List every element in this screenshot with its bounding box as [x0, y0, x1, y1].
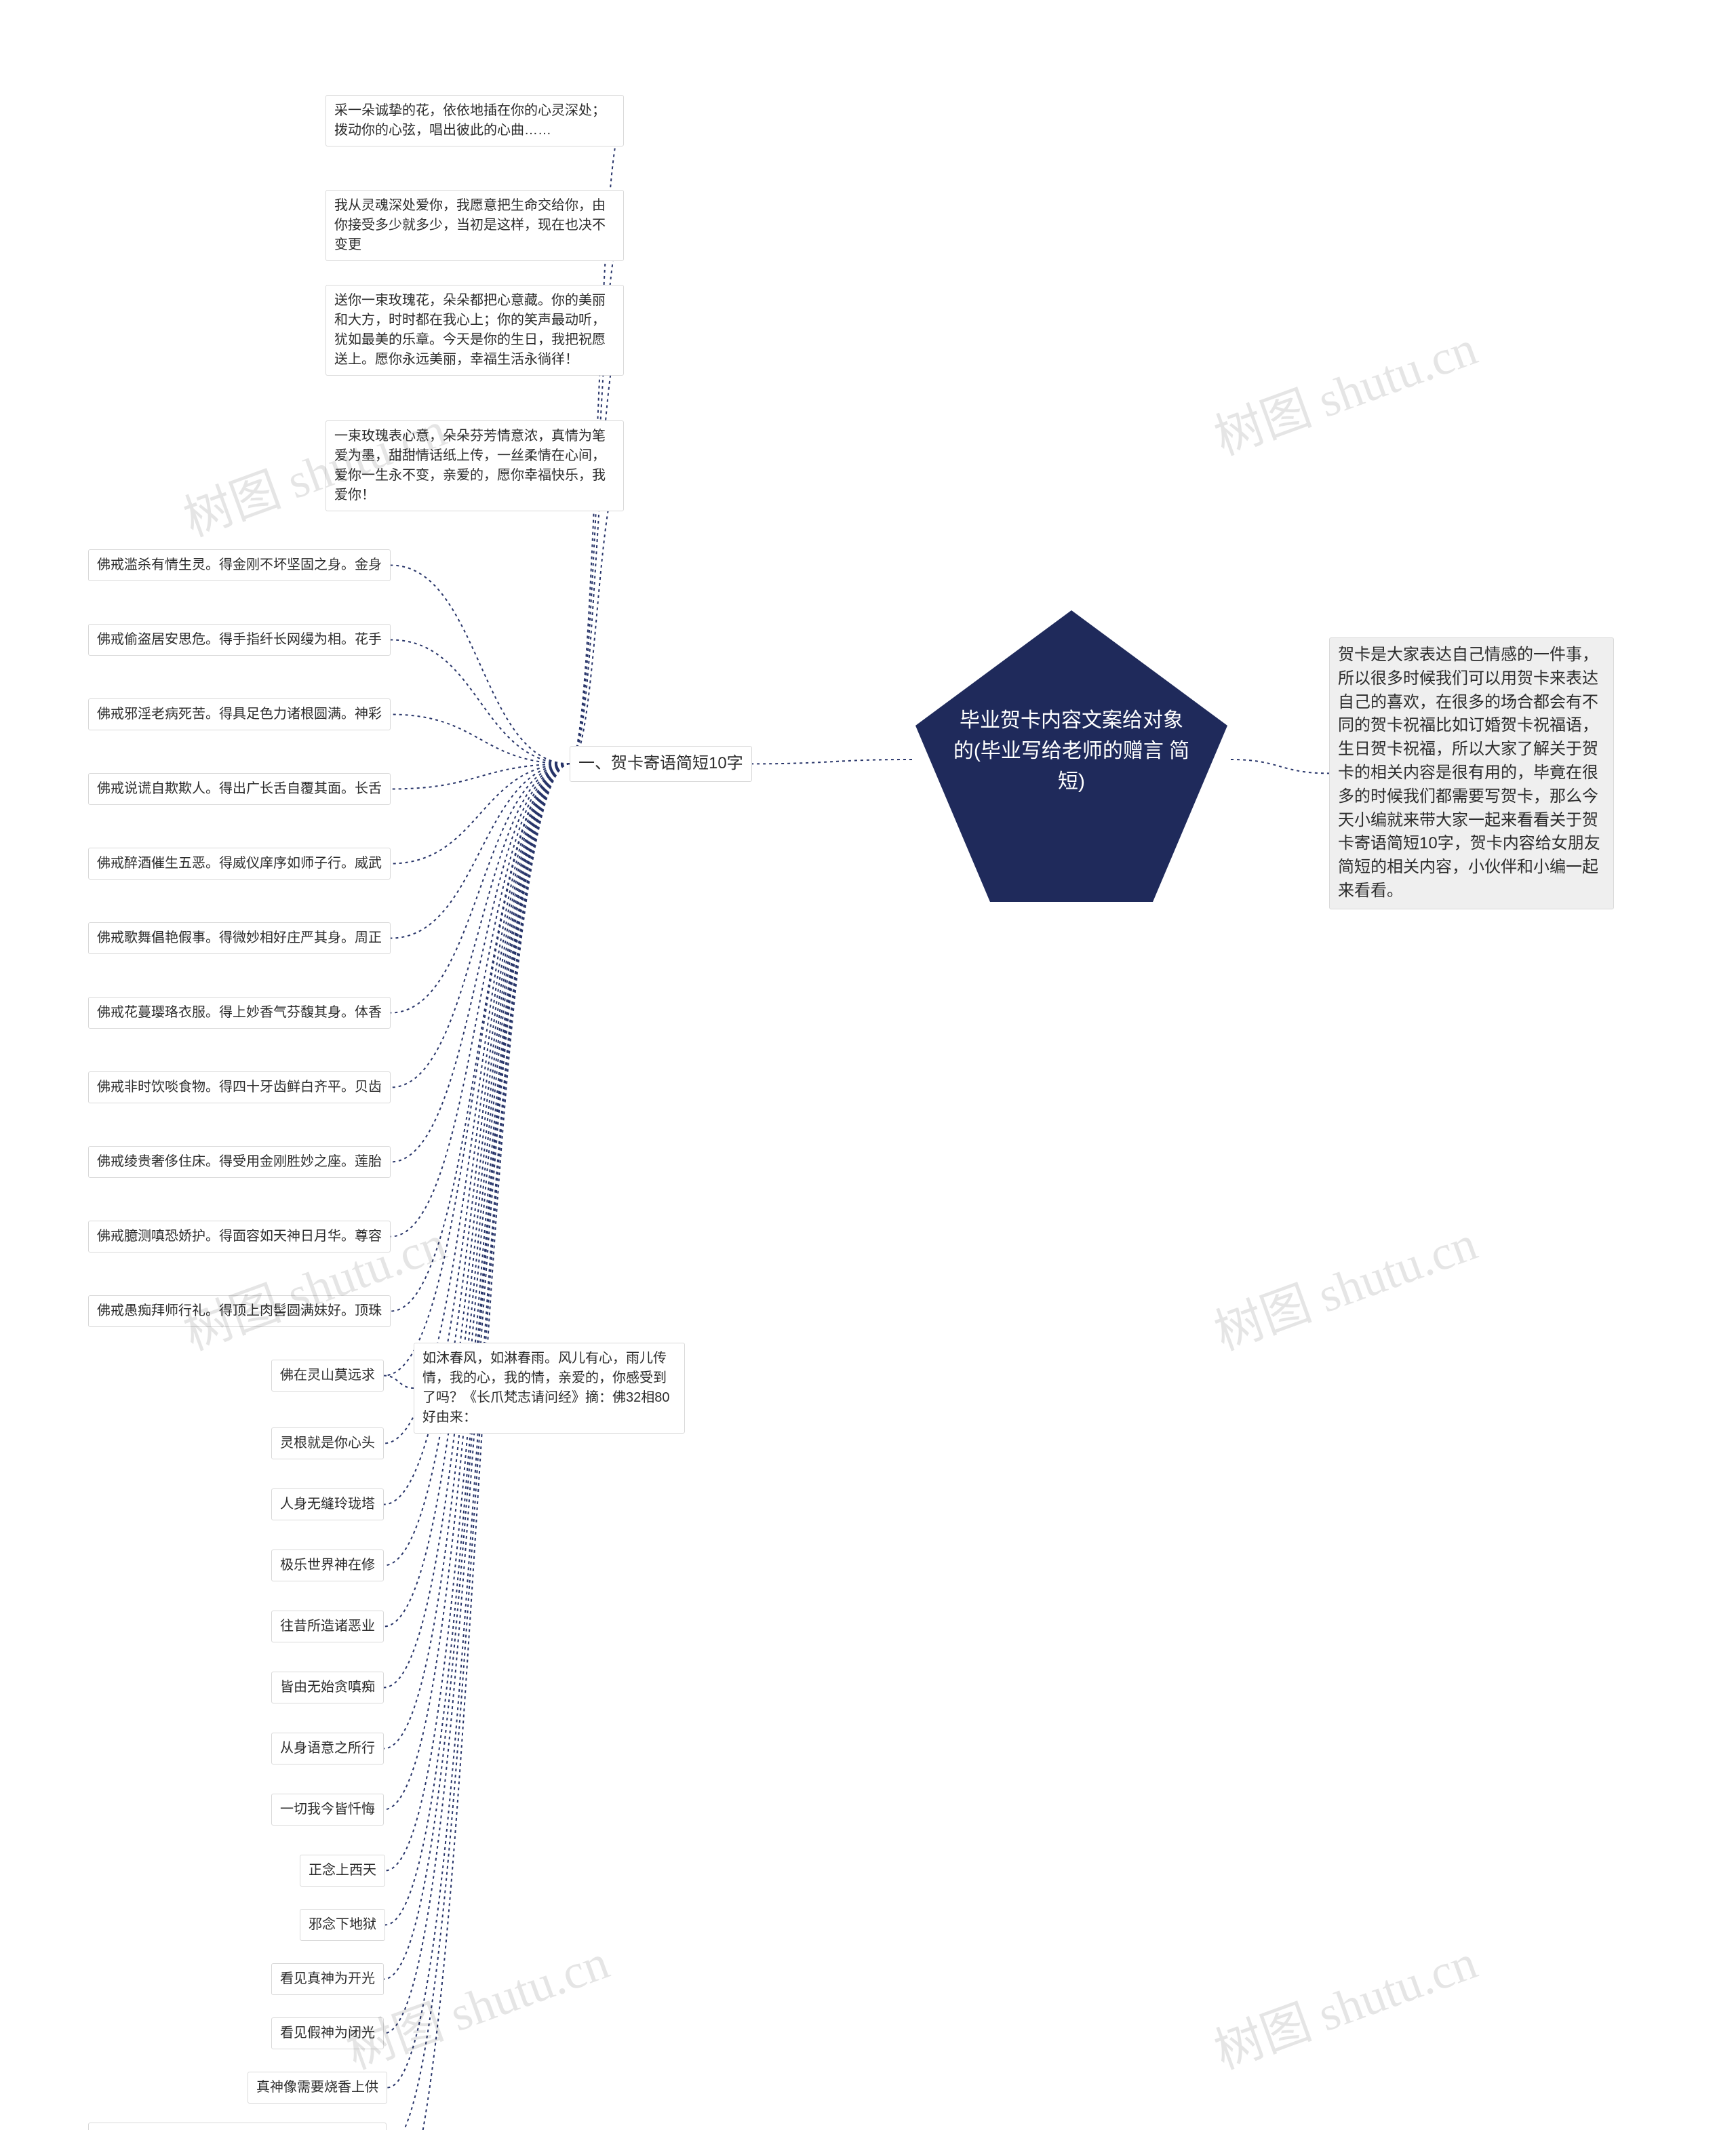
short-leaf-2: 人身无缝玲珑塔: [271, 1488, 384, 1520]
short-leaf-4: 往昔所造诸恶业: [271, 1611, 384, 1642]
pair-leaf-5: 佛戒歌舞倡艳假事。得微妙相好庄严其身。周正: [88, 922, 391, 954]
short-leaf-5: 皆由无始贪嗔痴: [271, 1672, 384, 1703]
short-leaf-10: 看见真神为开光: [271, 1963, 384, 1995]
pair-leaf-2: 佛戒邪淫老病死苦。得具足色力诸根圆满。神彩: [88, 698, 391, 730]
center-label: 毕业贺卡内容文案给对象的(毕业写给老师的赠言 简短): [912, 705, 1231, 797]
sub-note: 如沐春风，如淋春雨。风儿有心，雨儿传情，我的心，我的情，亲爱的，你感受到了吗？《…: [414, 1343, 685, 1434]
center-node: 毕业贺卡内容文案给对象的(毕业写给老师的赠言 简短): [912, 610, 1231, 909]
pair-leaf-1: 佛戒偷盗居安思危。得手指纤长网缦为相。花手: [88, 624, 391, 656]
wide-leaf-2: 送你一束玫瑰花，朵朵都把心意藏。你的美丽和大方，时时都在我心上；你的笑声最动听，…: [326, 285, 624, 376]
bottom-leaf-0: 假神像需要砸毁烧掉命中注定我爱你，love you!: [88, 2123, 387, 2130]
short-leaf-3: 极乐世界神在修: [271, 1550, 384, 1581]
short-leaf-1: 灵根就是你心头: [271, 1427, 384, 1459]
pair-leaf-10: 佛戒愚痴拜师行礼。得顶上肉髻圆满妹好。顶珠: [88, 1295, 391, 1327]
short-leaf-8: 正念上西天: [300, 1855, 385, 1887]
right-info-box: 贺卡是大家表达自己情感的一件事，所以很多时候我们可以用贺卡来表达自己的喜欢，在很…: [1329, 637, 1614, 909]
pair-leaf-6: 佛戒花蔓璎珞衣服。得上妙香气芬馥其身。体香: [88, 997, 391, 1029]
short-leaf-6: 从身语意之所行: [271, 1733, 384, 1764]
short-leaf-9: 邪念下地狱: [300, 1909, 385, 1941]
short-leaf-11: 看见假神为闭光: [271, 2017, 384, 2049]
edge-layer: [0, 0, 1736, 2130]
pair-leaf-7: 佛戒非时饮啖食物。得四十牙齿鲜白齐平。贝齿: [88, 1071, 391, 1103]
short-leaf-0: 佛在灵山莫远求: [271, 1360, 384, 1392]
pair-leaf-8: 佛戒绫贵奢侈住床。得受用金刚胜妙之座。莲胎: [88, 1146, 391, 1178]
pair-leaf-9: 佛戒臆测嗔恐娇护。得面容如天神日月华。尊容: [88, 1221, 391, 1253]
branch-1-label: 一、贺卡寄语简短10字: [570, 746, 752, 782]
wide-leaf-1: 我从灵魂深处爱你，我愿意把生命交给你，由你接受多少就多少，当初是这样，现在也决不…: [326, 190, 624, 261]
pair-leaf-4: 佛戒醉酒催生五恶。得威仪庠序如师子行。威武: [88, 848, 391, 880]
pair-leaf-3: 佛戒说谎自欺欺人。得出广长舌自覆其面。长舌: [88, 773, 391, 805]
short-leaf-12: 真神像需要烧香上供: [248, 2072, 387, 2104]
short-leaf-7: 一切我今皆忏悔: [271, 1794, 384, 1826]
pair-leaf-0: 佛戒滥杀有情生灵。得金刚不坏坚固之身。金身: [88, 549, 391, 581]
wide-leaf-0: 采一朵诚挚的花，依依地插在你的心灵深处；拨动你的心弦，唱出彼此的心曲……: [326, 95, 624, 146]
wide-leaf-3: 一束玫瑰表心意，朵朵芬芳情意浓，真情为笔爱为墨，甜甜情话纸上传，一丝柔情在心间，…: [326, 420, 624, 511]
